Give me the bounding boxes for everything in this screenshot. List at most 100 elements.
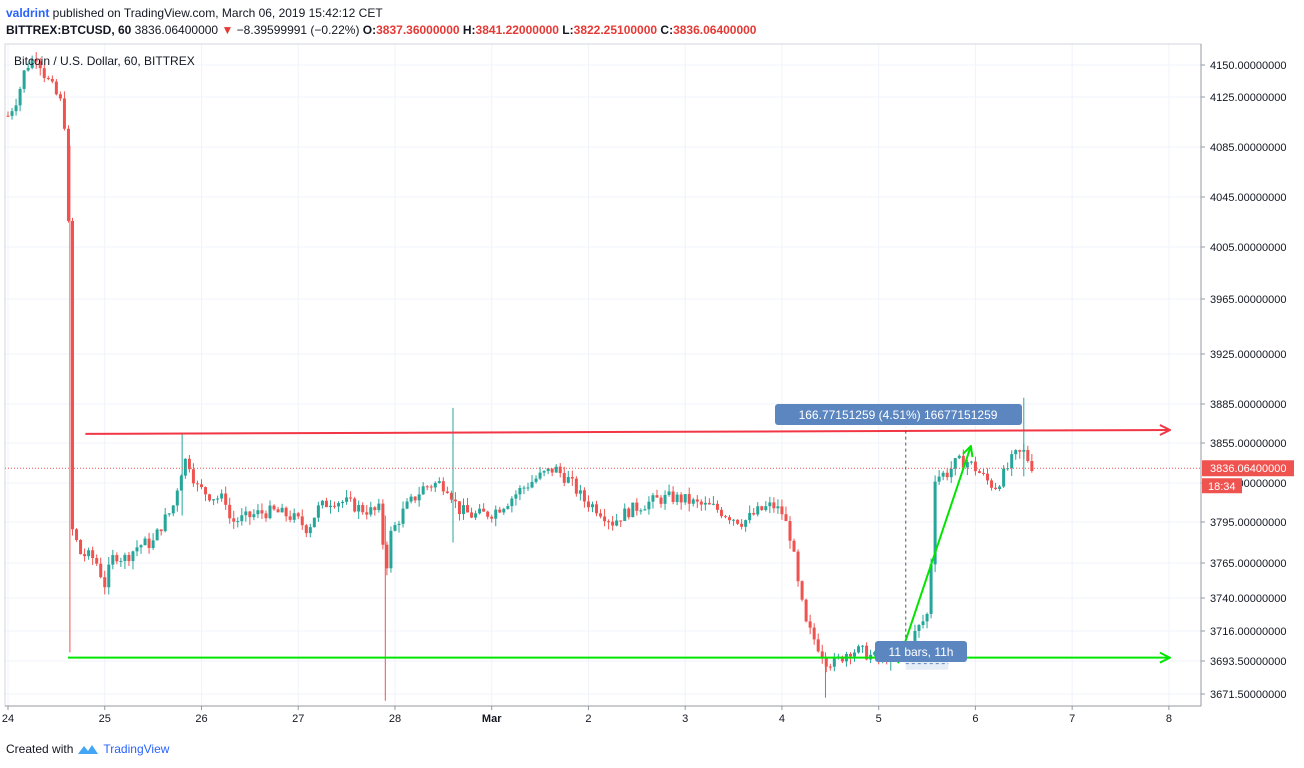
candle-body: [187, 458, 191, 470]
time-tick-label: 27: [292, 713, 304, 725]
candle-body: [949, 468, 953, 478]
measure-bars-label: 11 bars, 11h: [889, 645, 954, 659]
trend-arrow[interactable]: [897, 447, 971, 664]
candle-body: [393, 525, 397, 531]
candle-body: [715, 503, 719, 510]
candle-body: [280, 507, 284, 513]
time-axis[interactable]: 24 25 26 27 28 Mar 2 3 4 5 6 7 8: [2, 706, 1172, 725]
candle-body: [570, 476, 574, 479]
candle-body: [14, 105, 18, 112]
candle-body: [663, 494, 667, 504]
candle-body: [627, 508, 631, 518]
drawings[interactable]: 166.77151259 (4.51%) 16677151259 11 bars,…: [5, 404, 1201, 670]
candle-body: [800, 581, 804, 600]
symbol-label: BITTREX:BTCUSD, 60: [6, 23, 132, 37]
price-tick-label: 4085.00000000: [1210, 142, 1286, 154]
candle-body: [316, 505, 320, 518]
candle-body: [546, 468, 550, 472]
author-name[interactable]: valdrint: [6, 6, 50, 20]
candle-body: [264, 513, 268, 519]
candle-body: [994, 487, 998, 489]
tradingview-brand[interactable]: TradingView: [103, 742, 170, 756]
candle-body: [159, 529, 163, 532]
candle-body: [151, 540, 155, 548]
price-tick-label: 3795.00000000: [1210, 517, 1286, 529]
candle-body: [921, 621, 925, 626]
candle-body: [776, 506, 780, 509]
candle-body: [204, 487, 208, 495]
candle-body: [381, 503, 385, 545]
tradingview-logo-icon: [78, 745, 99, 754]
chart-title: Bitcoin / U.S. Dollar, 60, BITTREX: [14, 54, 195, 68]
candle-body: [10, 111, 14, 116]
candle-body: [675, 494, 679, 502]
candle-body: [26, 67, 30, 71]
time-tick-label: Mar: [482, 713, 502, 725]
candle-body: [647, 501, 651, 510]
candle-body: [50, 78, 54, 82]
footer: Created with TradingView: [6, 742, 169, 756]
candle-body: [764, 506, 768, 511]
candle-body: [578, 490, 582, 494]
candle-body: [42, 68, 46, 78]
candle-body: [586, 501, 590, 508]
candle-body: [87, 550, 91, 557]
candle-body: [792, 540, 796, 552]
candle-body: [445, 491, 449, 494]
candle-body: [981, 472, 985, 474]
candle-body: [937, 476, 941, 482]
candle-body: [595, 504, 599, 514]
candle-body: [671, 491, 675, 502]
candle-body: [260, 510, 264, 514]
candle-body: [58, 94, 62, 99]
candle-body: [961, 455, 965, 468]
candle-body: [304, 525, 308, 534]
candle-body: [6, 115, 10, 117]
candle-body: [760, 506, 764, 511]
candle-body: [341, 501, 345, 504]
price-axis[interactable]: 4150.00000000 4125.00000000 4085.00000000 4…: [1201, 60, 1294, 701]
candle-body: [582, 490, 586, 502]
plot-border: [4, 43, 1202, 707]
last-price: 3836.06400000: [131, 23, 219, 37]
resistance-line[interactable]: [85, 430, 1169, 434]
candle-body: [107, 564, 111, 588]
candle-body: [502, 508, 506, 513]
candle-body: [562, 473, 566, 483]
candle-body: [784, 514, 788, 522]
candle-body: [659, 497, 663, 504]
candle-body: [474, 513, 478, 518]
candle-body: [615, 520, 619, 526]
candle-body: [256, 510, 260, 515]
created-with-text: Created with: [6, 742, 74, 756]
candle-body: [590, 504, 594, 508]
candle-body: [449, 493, 453, 500]
candle-body: [22, 70, 26, 89]
candle-body: [494, 509, 498, 519]
candle-body: [401, 508, 405, 524]
candle-body: [973, 461, 977, 472]
price-tick-label: 3671.50000000: [1210, 689, 1286, 701]
candle-body: [46, 77, 50, 79]
candle-body: [865, 645, 869, 660]
price-tick-label: 3693.50000000: [1210, 656, 1286, 668]
candle-body: [631, 502, 635, 518]
candle-body: [425, 486, 429, 488]
candle-body: [707, 502, 711, 505]
candle-body: [639, 510, 643, 512]
candle-body: [95, 558, 99, 564]
candle-body: [990, 480, 994, 488]
candle-body: [328, 505, 332, 508]
candle-body: [139, 545, 143, 548]
candle-body: [1026, 449, 1030, 462]
candle-body: [804, 599, 808, 622]
candle-body: [272, 505, 276, 510]
candle-body: [687, 494, 691, 504]
candle-body: [461, 505, 465, 515]
publish-header: valdrint published on TradingView.com, M…: [6, 6, 383, 20]
candle-body: [977, 471, 981, 473]
price-tick-label: 4045.00000000: [1210, 192, 1286, 204]
candle-body: [284, 507, 288, 517]
candle-body: [417, 494, 421, 501]
